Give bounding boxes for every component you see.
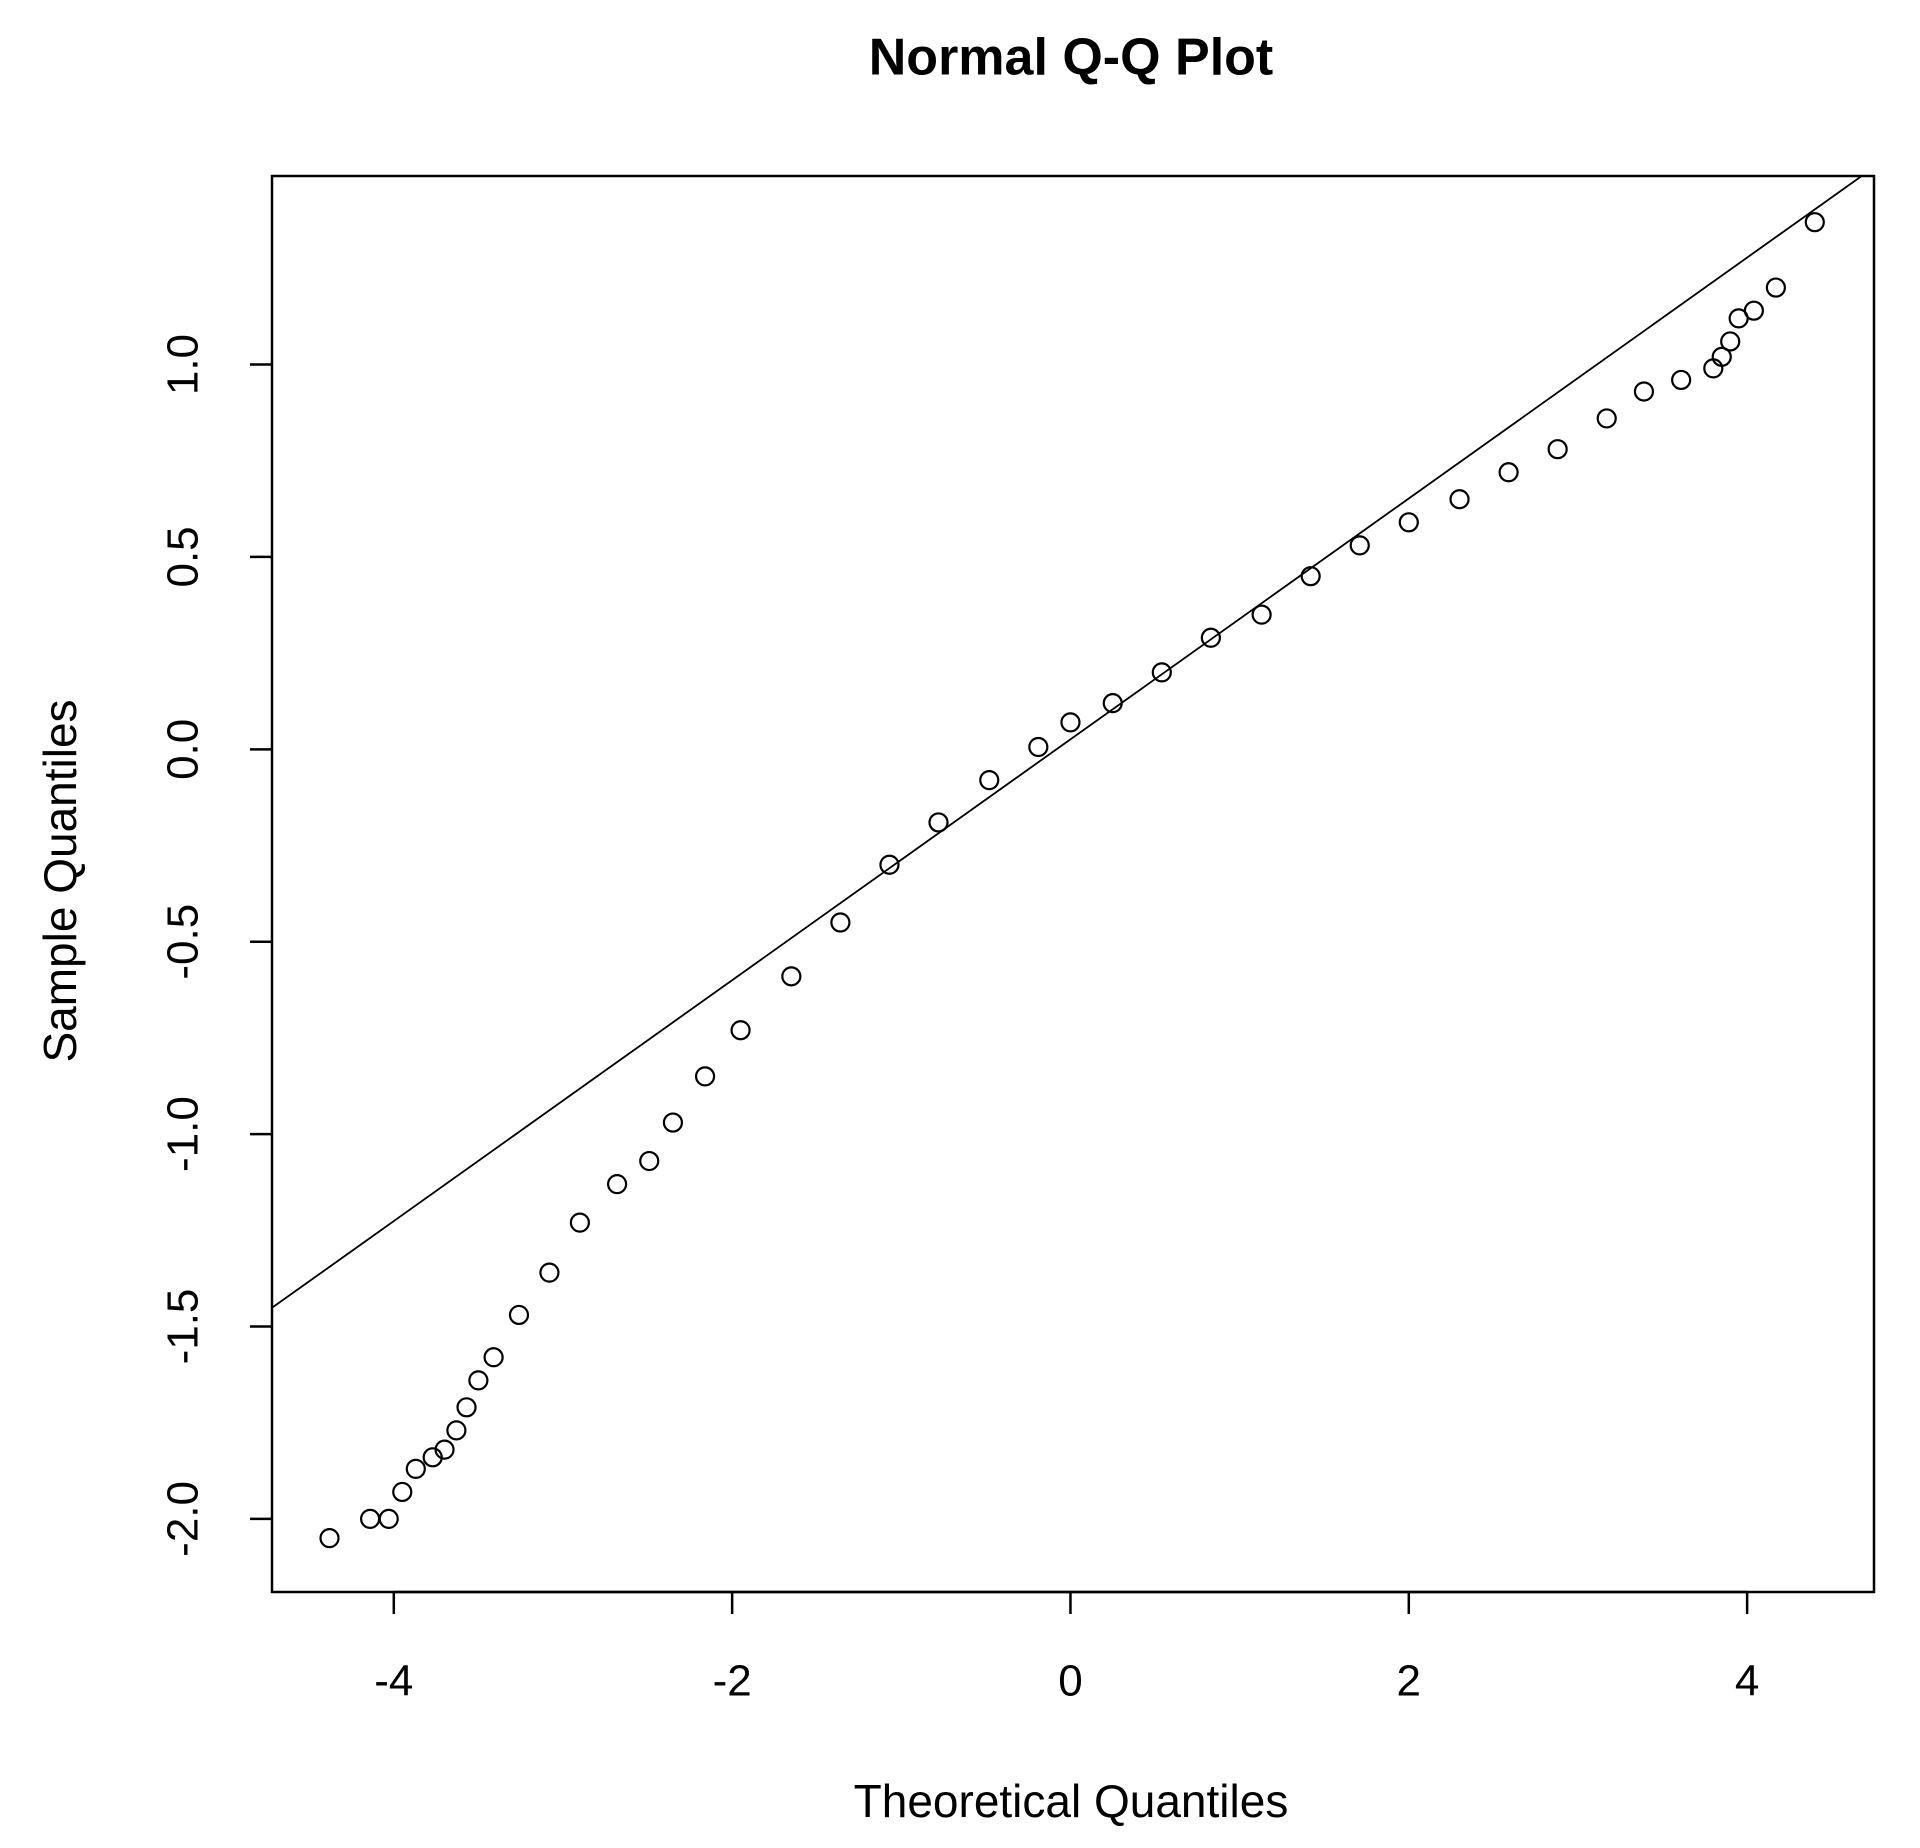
point [639,1150,660,1172]
point [1028,736,1049,758]
point [360,1508,381,1529]
point [1720,331,1741,352]
y-tick-label: -1.5 [159,1289,208,1365]
y-tick-label: 0.0 [159,719,208,780]
point [694,1066,716,1087]
y-axis-label: Sample Quantiles [34,699,86,1062]
point [879,854,900,875]
x-tick-label: 4 [1735,1657,1759,1706]
point [1743,300,1764,321]
point [1765,277,1786,298]
point [1547,439,1568,460]
point [392,1481,413,1503]
point [1200,627,1221,648]
point [446,1420,467,1441]
y-tick-label: -1.0 [159,1096,208,1172]
point [928,812,949,833]
y-tick-label: 0.5 [159,526,208,587]
point [1102,693,1123,714]
point [1398,512,1419,533]
point [405,1458,426,1479]
point [468,1370,489,1391]
x-tick-label: -2 [713,1657,752,1706]
point [830,912,851,933]
x-tick-label: 0 [1058,1657,1082,1706]
point [662,1112,684,1133]
point [539,1262,560,1283]
point [1300,566,1321,587]
point [781,966,802,987]
point [1151,662,1172,683]
point [979,770,1000,791]
point [483,1347,504,1368]
x-tick-label: -4 [374,1657,413,1706]
point [1671,369,1692,391]
point [1804,212,1825,233]
point [1449,489,1470,510]
y-tick-label: 1.0 [159,334,208,395]
chart-title: Normal Q-Q Plot [869,29,1273,87]
point [1633,381,1655,402]
point [569,1212,590,1233]
point [378,1508,399,1529]
y-tick-label: -2.0 [159,1481,208,1557]
point [606,1174,628,1195]
point [1349,535,1370,556]
reference-line [272,176,1864,1309]
point [1711,346,1732,367]
point [434,1439,455,1460]
point [508,1304,530,1326]
point [1596,408,1617,429]
point [319,1528,340,1549]
x-axis-label: Theoretical Quantiles [854,1775,1289,1827]
point [730,1020,751,1041]
point [1060,712,1081,733]
plot-frame [270,174,1876,1594]
point [1251,604,1272,625]
y-tick-label: -0.5 [159,904,208,980]
plot-area [272,176,1864,1549]
point [1498,462,1519,483]
x-tick-label: 2 [1397,1657,1421,1706]
point [456,1397,477,1418]
